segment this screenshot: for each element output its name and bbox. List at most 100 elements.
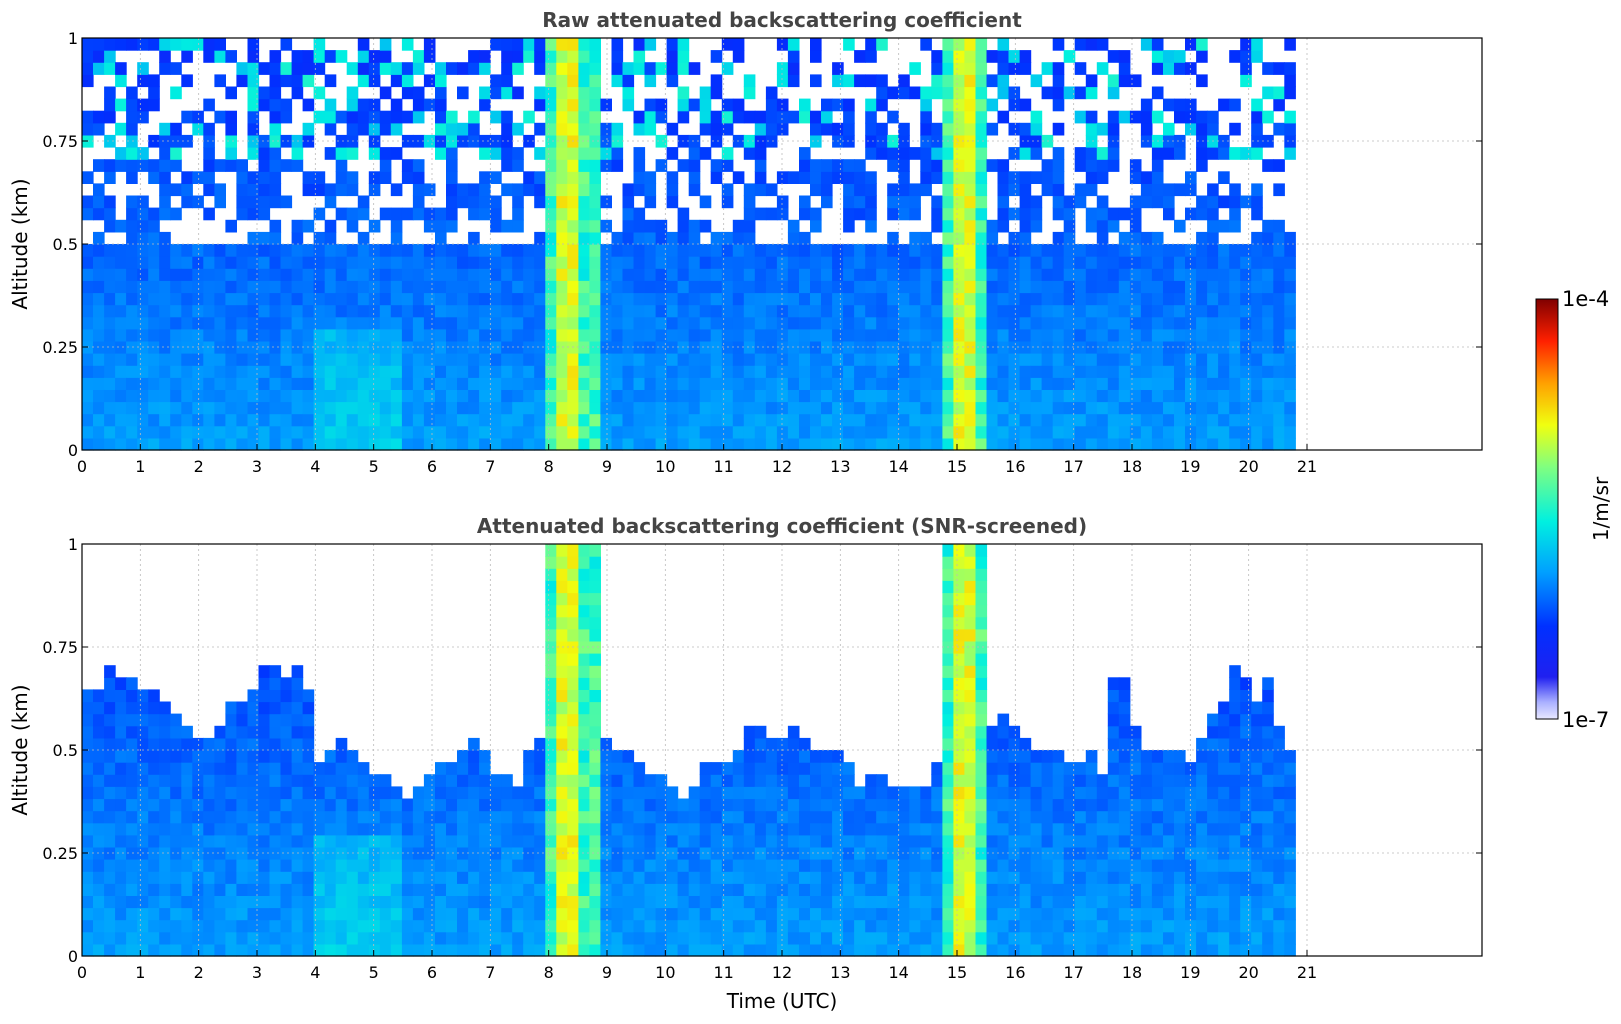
heatmap-cell [700,99,712,112]
heatmap-cell [369,280,381,293]
heatmap-cell [1218,196,1230,209]
heatmap-cell [181,305,193,318]
heatmap-cell [799,414,811,427]
heatmap-cell [1207,268,1219,281]
heatmap-cell [600,123,612,136]
heatmap-cell [843,895,855,908]
heatmap-cell [192,268,204,281]
heatmap-cell [347,762,359,775]
heatmap-cell [490,329,502,342]
heatmap-cell [1163,414,1175,427]
heatmap-cell [623,232,635,245]
heatmap-cell [325,799,337,812]
heatmap-cell [645,244,657,257]
heatmap-cell [369,111,381,124]
heatmap-cell [181,183,193,196]
heatmap-cell [799,944,811,957]
heatmap-cell [270,786,282,799]
heatmap-cell [1174,377,1186,390]
heatmap-cell [446,786,458,799]
heatmap-cell [501,244,513,257]
heatmap-cell [292,220,304,233]
heatmap-cell [1130,426,1142,439]
heatmap-cell [1009,208,1021,221]
heatmap-cell [347,908,359,921]
heatmap-cell [126,389,138,402]
heatmap-cell [931,883,943,896]
heatmap-cell [1163,871,1175,884]
heatmap-cell [468,908,480,921]
heatmap-cell [369,859,381,872]
heatmap-cell [203,811,215,824]
heatmap-cell [501,835,513,848]
heatmap-cell [612,50,624,63]
heatmap-cell [1273,232,1285,245]
heatmap-cell [567,823,579,836]
heatmap-cell [1163,183,1175,196]
heatmap-cell [534,341,546,354]
heatmap-cell [1240,38,1252,51]
heatmap-cell [545,665,557,678]
heatmap-cell [865,147,877,160]
heatmap-cell [490,799,502,812]
heatmap-cell [115,159,127,172]
heatmap-cell [777,365,789,378]
heatmap-cell [104,677,116,690]
heatmap-cell [303,183,315,196]
heatmap-cell [501,365,513,378]
heatmap-cell [667,932,679,945]
heatmap-cell [578,932,590,945]
heatmap-cell [854,402,866,415]
heatmap-cell [225,87,237,100]
heatmap-cell [1273,377,1285,390]
heatmap-cell [623,786,635,799]
heatmap-cell [534,183,546,196]
heatmap-cell [711,365,723,378]
heatmap-cell [159,256,171,269]
heatmap-cell [898,895,910,908]
heatmap-cell [303,920,315,933]
heatmap-cell [1108,123,1120,136]
heatmap-cell [192,786,204,799]
heatmap-cell [435,87,447,100]
heatmap-cell [766,895,778,908]
heatmap-cell [347,353,359,366]
heatmap-cell [589,774,601,787]
heatmap-cell [358,932,370,945]
heatmap-cell [854,835,866,848]
heatmap-cell [832,74,844,87]
heatmap-cell [126,774,138,787]
heatmap-cell [976,871,988,884]
heatmap-cell [998,786,1010,799]
heatmap-cell [281,196,293,209]
heatmap-cell [1207,196,1219,209]
heatmap-cell [82,689,94,702]
heatmap-cell [953,268,965,281]
heatmap-cell [733,895,745,908]
heatmap-cell [314,111,326,124]
heatmap-cell [1273,99,1285,112]
heatmap-cell [788,786,800,799]
heatmap-cell [931,353,943,366]
heatmap-cell [832,908,844,921]
heatmap-cell [490,256,502,269]
heatmap-cell [490,74,502,87]
heatmap-cell [876,305,888,318]
heatmap-cell [987,365,999,378]
heatmap-cell [1284,256,1296,269]
heatmap-cell [1152,365,1164,378]
heatmap-cell [1042,920,1054,933]
heatmap-cell [843,799,855,812]
heatmap-cell [799,353,811,366]
heatmap-cell [600,159,612,172]
heatmap-cell [1042,438,1054,451]
heatmap-cell [1031,883,1043,896]
heatmap-cell [336,280,348,293]
heatmap-cell [898,377,910,390]
heatmap-cell [645,426,657,439]
heatmap-cell [236,871,248,884]
heatmap-cell [1141,786,1153,799]
heatmap-cell [887,871,899,884]
heatmap-cell [314,895,326,908]
heatmap-cell [1108,738,1120,751]
